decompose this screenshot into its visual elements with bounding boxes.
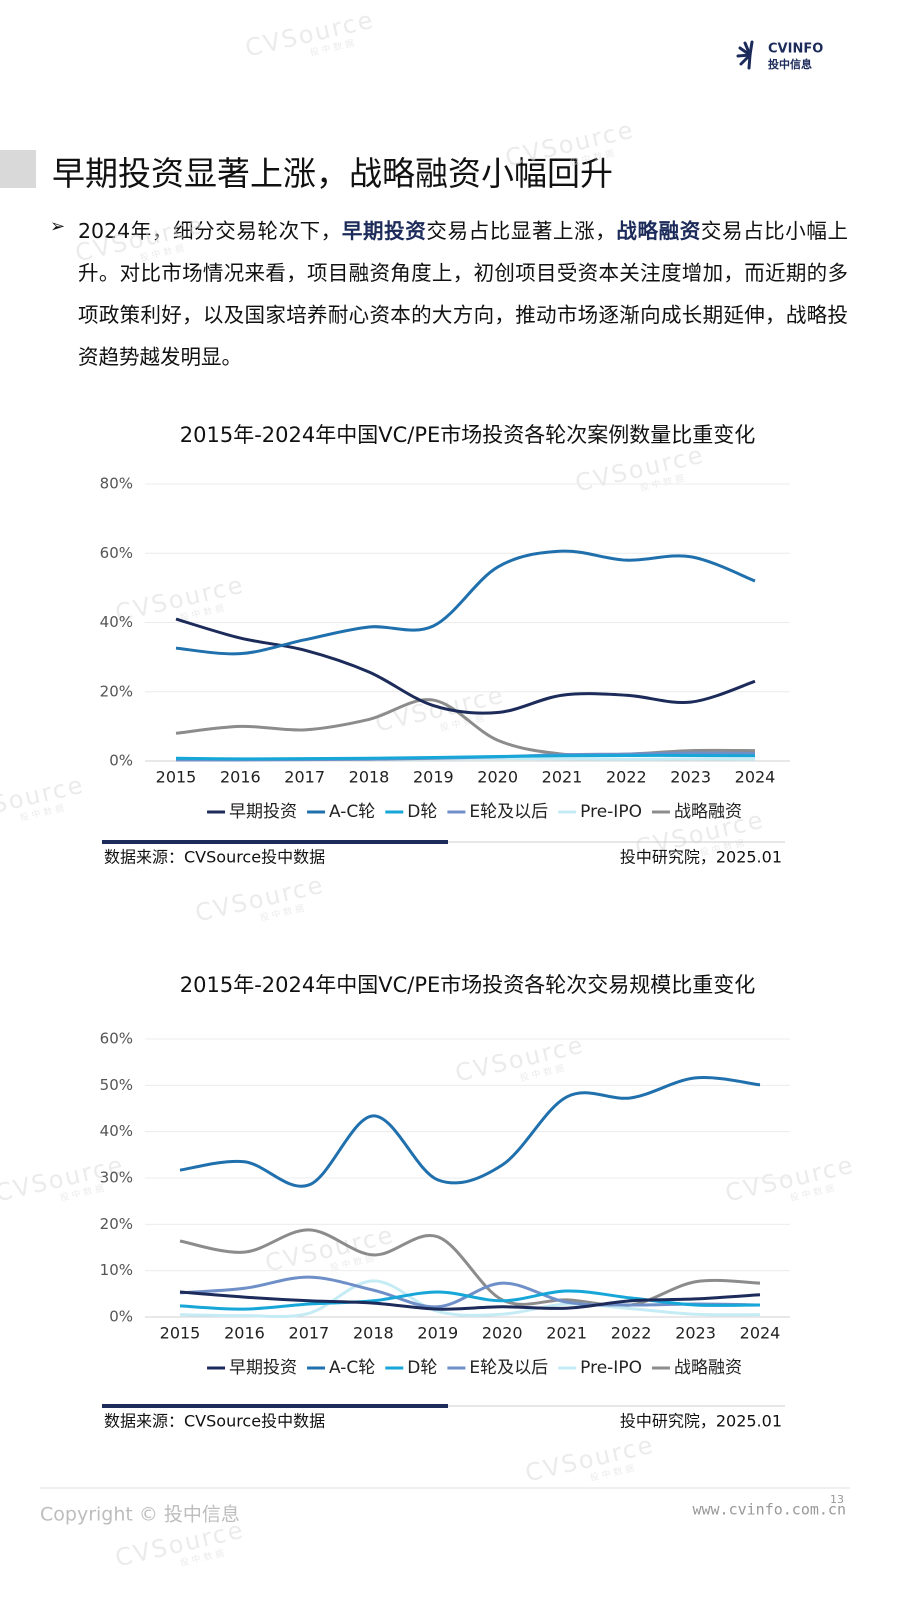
watermark: CVSource投中数据 [503, 116, 638, 173]
heading: 早期投资显著上涨，战略融资小幅回升 [52, 154, 613, 193]
watermark: CVSource投中数据 [243, 6, 378, 63]
legend-label: 战略融资 [674, 802, 742, 822]
watermark: CVSource投中数据 [0, 771, 87, 828]
x-tick-label: 2020 [477, 768, 518, 787]
y-tick-label: 0% [109, 752, 133, 770]
legend-label: D轮 [407, 1358, 437, 1378]
y-tick-label: 60% [100, 544, 133, 562]
credit: 投中研究院，2025.01 [620, 848, 782, 867]
x-tick-label: 2018 [349, 768, 390, 787]
y-tick-label: 40% [100, 613, 133, 631]
x-tick-label: 2015 [160, 1324, 201, 1343]
watermark: CVSource投中数据 [453, 1031, 588, 1088]
x-tick-label: 2016 [224, 1324, 265, 1343]
y-tick-label: 50% [100, 1076, 133, 1094]
x-tick-label: 2015 [156, 768, 197, 787]
series-line [179, 1228, 761, 1308]
logo-brand: CVINFO [768, 42, 823, 57]
text: 2024年，细分交易轮次下， [78, 219, 342, 243]
series-line [179, 1279, 761, 1319]
x-tick-label: 2020 [482, 1324, 523, 1343]
page-number: 13 [830, 1493, 844, 1506]
x-tick-label: 2021 [546, 1324, 587, 1343]
watermark: CVSource投中数据 [113, 571, 248, 628]
y-tick-label: 0% [109, 1308, 133, 1326]
y-tick-label: 30% [100, 1169, 133, 1187]
x-tick-label: 2019 [413, 768, 454, 787]
credit: 投中研究院，2025.01 [620, 1412, 782, 1431]
chart-title: 2015年-2024年中国VC/PE市场投资各轮次交易规模比重变化 [180, 973, 756, 997]
series-line [179, 1076, 761, 1188]
logo: CVINFO 投中信息 [736, 40, 823, 71]
x-tick-label: 2019 [417, 1324, 458, 1343]
legend-label: E轮及以后 [469, 1358, 548, 1378]
legend-label: 早期投资 [229, 802, 297, 822]
emphasis: 早期投资 [341, 219, 427, 243]
x-tick-label: 2022 [606, 768, 647, 787]
watermark-brand: CVSource [0, 771, 87, 828]
x-tick-label: 2024 [735, 768, 776, 787]
legend: 早期投资 A-C轮 D轮 E轮及以后 Pre-IPO 战略融资 [207, 802, 742, 822]
legend-label: D轮 [407, 802, 437, 822]
y-tick-label: 40% [100, 1122, 133, 1140]
watermark: CVSource投中数据 [73, 211, 208, 268]
emphasis: 战略融资 [616, 219, 701, 243]
x-tick-label: 2022 [611, 1324, 652, 1343]
x-tick-label: 2018 [353, 1324, 394, 1343]
series-line [175, 753, 756, 761]
chart-title: 2015年-2024年中国VC/PE市场投资各轮次案例数量比重变化 [180, 423, 756, 447]
series-line [179, 1289, 761, 1311]
x-tick-label: 2023 [675, 1324, 716, 1343]
legend-label: Pre-IPO [580, 802, 642, 822]
x-tick-label: 2023 [670, 768, 711, 787]
source: 数据来源：CVSource投中数据 [104, 1412, 325, 1431]
watermark: CVSource投中数据 [573, 441, 708, 498]
legend-label: Pre-IPO [580, 1358, 642, 1378]
source: 数据来源：CVSource投中数据 [104, 848, 325, 867]
legend-label: 早期投资 [229, 1358, 297, 1378]
series-line [175, 617, 756, 715]
x-tick-label: 2021 [542, 768, 583, 787]
y-tick-label: 80% [100, 475, 133, 493]
text: 交易占比小幅上升。对比市场情况来看，项目融资角度上，初创项目受资本关注度增加，而… [78, 219, 849, 369]
url: www.cvinfo.com.cn [692, 1501, 846, 1519]
copyright: Copyright © 投中信息 [40, 1504, 240, 1526]
series-line [179, 1290, 761, 1311]
y-tick-label: 60% [100, 1030, 133, 1048]
watermark: CVSource投中数据 [193, 871, 328, 928]
y-tick-label: 20% [100, 682, 133, 700]
x-tick-label: 2024 [740, 1324, 781, 1343]
x-tick-label: 2017 [289, 1324, 330, 1343]
x-tick-label: 2016 [220, 768, 261, 787]
legend-label: E轮及以后 [469, 802, 548, 822]
legend: 早期投资 A-C轮 D轮 E轮及以后 Pre-IPO 战略融资 [207, 1358, 742, 1378]
bullet: ➢ [50, 216, 66, 237]
watermark: CVSource投中数据 [723, 1151, 858, 1208]
series-line [175, 549, 756, 656]
logo-sub: 投中信息 [768, 57, 812, 71]
legend-label: 战略融资 [674, 1358, 742, 1378]
heading-bar [0, 150, 36, 188]
series-line [179, 1275, 761, 1309]
legend-label: A-C轮 [329, 1358, 375, 1378]
watermark: CVSource投中数据 [113, 1516, 248, 1573]
y-tick-label: 20% [100, 1215, 133, 1233]
legend-label: A-C轮 [329, 802, 375, 822]
text: 交易占比显著上涨， [426, 219, 617, 243]
y-tick-label: 10% [100, 1261, 133, 1279]
paragraph: 2024年，细分交易轮次下，早期投资交易占比显著上涨，战略融资交易占比小幅上升。… [78, 210, 848, 378]
x-tick-label: 2017 [284, 768, 325, 787]
